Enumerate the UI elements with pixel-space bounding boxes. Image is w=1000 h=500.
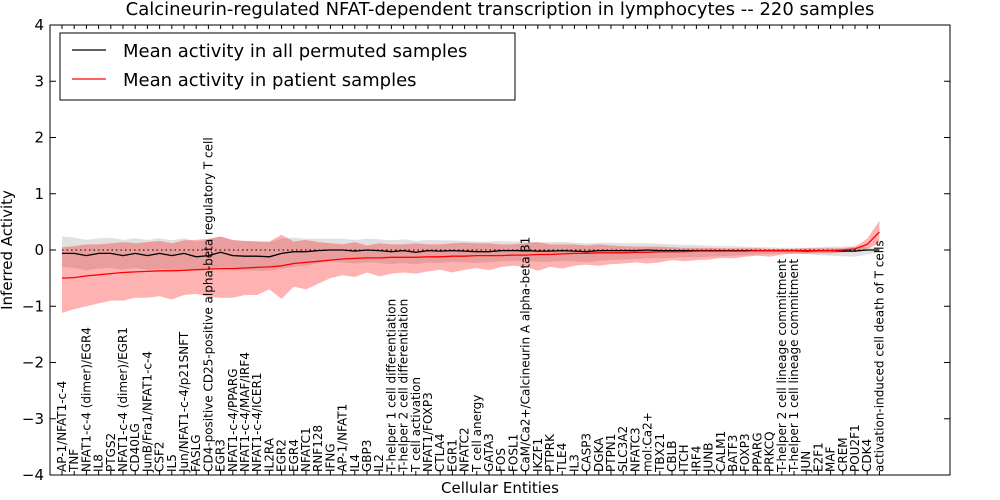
patient-range-band [62,220,880,313]
x-tick-label: T-helper 1 cell differentiation [384,299,398,473]
x-tick-label: TLE4 [555,443,569,473]
x-tick-label: IL5 [165,454,179,472]
x-tick-label: TNF [67,449,81,473]
x-tick-label: NFAT1-c-4/PPARG [226,368,240,472]
chart-title: Calcineurin-regulated NFAT-dependent tra… [126,0,875,20]
x-tick-label: NFATC1 [299,427,313,472]
x-tick-label: GBP3 [360,440,374,472]
x-tick-label: IL2 [372,454,386,472]
x-tick-label: IL8 [92,454,106,472]
x-tick-label: EGR4 [287,439,301,472]
x-tick-label: PRKCQ [763,431,777,472]
plot-area [61,220,880,313]
x-tick-label: NFAT1/FOXP3 [421,392,435,472]
x-tick-label: MAF [824,446,838,472]
x-tick-label: JUNB [702,442,716,473]
x-tick-label: T-helper 2 cell lineage commitment [775,259,789,473]
legend: Mean activity in all permuted samples Me… [59,32,516,101]
x-tick-label: CD4-positive CD25-positive alpha-beta re… [201,137,215,472]
x-tick-label: FASLG [189,434,203,472]
x-tick-label: NFAT1-c-4/MAF/IRF4 [238,352,252,472]
x-tick-label: PPARG [750,432,764,472]
x-tick-label: EGR3 [214,439,228,472]
x-tick-label: SLC3A2 [616,426,630,472]
y-tick-label: 1 [34,185,44,203]
x-tick-label: JunB/Fra1/NFAT1-c-4 [140,351,154,473]
x-tick-label: CaM/Ca2+/Calcineurin A alpha-beta B1 [519,237,533,472]
x-tick-label: FOSL1 [506,434,520,472]
x-tick-label: T cell anergy [470,395,484,473]
y-tick-label: −1 [22,297,44,315]
x-tick-label: EGR1 [445,439,459,472]
x-axis-label: Cellular Entities [441,479,559,497]
x-tick-label: Jun/NFAT1-c-4/p21SNFT [177,331,191,473]
x-tick-label: PTGS2 [104,433,118,472]
x-tick-label: T cell activation [409,377,423,473]
x-tick-label: EGR2 [275,439,289,472]
x-tick-label: CDK4 [860,439,874,472]
legend-box [59,32,516,101]
x-tick-label: ITCH [677,444,691,472]
permuted-range-band [62,236,880,271]
x-tick-label: T-helper 2 cell differentiation [397,299,411,473]
x-tick-label: FOXP3 [738,433,752,472]
x-tick-label: IL4 [348,454,362,472]
x-tick-label: IRF4 [689,446,703,472]
y-tick-label: −3 [22,410,44,428]
y-tick-label: 0 [34,241,44,259]
x-tick-label: E2F1 [811,442,825,472]
x-tick-label: CALM1 [714,431,728,472]
x-tick-label: IKZF1 [531,438,545,472]
x-tick-label: CSF2 [153,441,167,472]
x-tick-label: IL2RA [262,437,276,472]
y-tick-label: 2 [34,129,44,147]
x-tick-label: CD40LG [128,423,142,472]
y-tick-label: 3 [34,72,44,90]
x-tick-label: NFAT1-c-4 (dimer)/EGR4 [79,327,93,472]
x-tick-label: POU2F1 [848,424,862,472]
x-tick-label: FOS [494,448,508,472]
y-tick-label: −2 [22,354,44,372]
y-axis-label: Inferred Activity [0,190,16,310]
x-tick-label: mol:Ca2+ [641,412,655,472]
x-tick-label: CTLA4 [433,433,447,472]
plot-frame [49,24,951,476]
x-tick-label: TBX21 [653,433,667,473]
x-tick-label: CREM [836,437,850,472]
x-tick-label: NFAT1-c-4/ICER1 [250,373,264,472]
legend-label-patient: Mean activity in patient samples [123,70,417,91]
x-tick-label: DGKA [592,437,606,472]
x-tick-label: NFAT1-c-4 (dimer)/EGR1 [116,327,130,472]
x-tick-label: IL3 [567,454,581,472]
x-tick-label: IFNG [323,443,337,472]
y-tick-label: 4 [34,16,44,34]
x-tick-label: CASP3 [580,433,594,472]
x-tick-label: JUN [799,451,813,473]
patient-mean-line [61,231,880,279]
x-tick-label: AP-1/NFAT1-c-4 [55,381,69,472]
x-tick-label: GATA3 [482,433,496,472]
x-tick-label: NFATC2 [458,427,472,472]
x-tick-label: PTPRK [543,433,557,472]
x-tick-label: CBLB [665,440,679,472]
x-tick-label: activation-induced cell death of T cells [872,240,886,472]
y-tick-label: −4 [22,466,44,484]
x-tick-label: RNF128 [311,425,325,472]
x-tick-label: BATF3 [726,435,740,472]
x-tick-label: AP-1/NFAT1 [336,404,350,472]
x-tick-label: T-helper 1 cell lineage commitment [787,259,801,473]
x-tick-label: NFATC3 [628,427,642,472]
x-tick-label: PTPN1 [604,434,618,472]
legend-label-permuted: Mean activity in all permuted samples [123,41,467,62]
